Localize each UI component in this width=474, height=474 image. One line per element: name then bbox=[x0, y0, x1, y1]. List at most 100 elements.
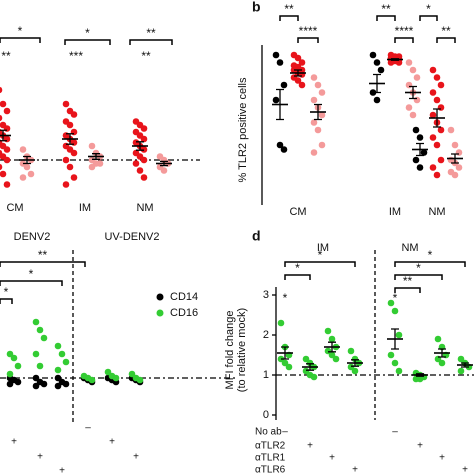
data-point bbox=[429, 89, 437, 96]
data-point bbox=[447, 126, 455, 134]
data-point bbox=[19, 146, 27, 153]
data-point bbox=[405, 81, 413, 89]
data-point bbox=[405, 104, 413, 111]
data-point bbox=[328, 351, 336, 359]
category-label: IM bbox=[389, 206, 401, 218]
row-sign: + bbox=[462, 465, 468, 474]
row-sign: + bbox=[329, 453, 335, 464]
data-point bbox=[36, 362, 44, 370]
error-bar bbox=[451, 153, 459, 164]
data-point bbox=[140, 156, 148, 164]
error-bar bbox=[438, 348, 446, 358]
group-header: UV-DENV2 bbox=[104, 231, 159, 243]
legend-label: CD14 bbox=[170, 291, 198, 303]
row-sign: – bbox=[282, 427, 288, 438]
category-label: CM bbox=[6, 202, 23, 214]
data-point bbox=[32, 318, 40, 326]
data-point bbox=[413, 74, 421, 81]
data-point bbox=[451, 141, 459, 149]
data-point bbox=[433, 141, 441, 149]
data-point bbox=[429, 111, 437, 119]
data-point bbox=[88, 163, 96, 171]
significance-bracket bbox=[279, 15, 299, 21]
data-point bbox=[306, 359, 314, 367]
data-point bbox=[3, 156, 11, 164]
data-point bbox=[433, 74, 441, 81]
data-point bbox=[96, 160, 104, 167]
data-point bbox=[310, 373, 318, 381]
legend-label: CD16 bbox=[170, 307, 198, 319]
error-bar bbox=[306, 363, 314, 371]
data-point bbox=[416, 134, 424, 141]
data-point bbox=[140, 174, 148, 181]
row-sign: + bbox=[109, 437, 115, 448]
data-point bbox=[409, 111, 417, 119]
data-point bbox=[88, 142, 96, 150]
significance-label: * bbox=[295, 261, 300, 275]
data-point bbox=[302, 367, 310, 375]
category-label: NM bbox=[136, 202, 153, 214]
error-bar bbox=[23, 155, 31, 165]
data-point bbox=[280, 146, 288, 153]
data-point bbox=[70, 111, 78, 118]
data-point bbox=[347, 363, 355, 371]
error-bar bbox=[136, 141, 144, 151]
data-point bbox=[332, 355, 340, 363]
data-point bbox=[280, 81, 288, 89]
error-bar bbox=[391, 58, 399, 61]
data-point bbox=[318, 89, 326, 96]
data-point bbox=[27, 170, 35, 178]
data-point bbox=[429, 66, 437, 74]
data-point bbox=[62, 181, 70, 188]
data-point bbox=[455, 149, 463, 156]
data-point bbox=[3, 146, 11, 153]
significance-bracket bbox=[284, 261, 356, 267]
group-header: DENV2 bbox=[14, 231, 51, 243]
panel-letter: b bbox=[252, 0, 261, 15]
data-point bbox=[58, 350, 66, 358]
data-point bbox=[298, 81, 306, 89]
significance-bracket bbox=[297, 37, 319, 43]
data-point bbox=[451, 171, 459, 179]
row-sign: + bbox=[439, 453, 445, 464]
error-bar bbox=[416, 373, 424, 377]
data-point bbox=[294, 77, 302, 84]
significance-bracket bbox=[376, 15, 396, 21]
data-point bbox=[3, 107, 11, 115]
data-point bbox=[373, 96, 381, 104]
data-point bbox=[36, 326, 44, 334]
row-sign: + bbox=[11, 437, 17, 448]
significance-label: **** bbox=[299, 24, 318, 38]
data-point bbox=[395, 331, 403, 339]
data-point bbox=[70, 149, 78, 157]
significance-bracket bbox=[129, 39, 173, 45]
data-point bbox=[0, 114, 3, 122]
data-point bbox=[112, 374, 120, 382]
significance-label: **** bbox=[395, 24, 414, 38]
error-bar bbox=[416, 142, 424, 157]
significance-label: ** bbox=[381, 2, 391, 16]
significance-bracket bbox=[0, 37, 41, 43]
data-point bbox=[294, 54, 302, 62]
data-point bbox=[276, 59, 284, 66]
error-bar bbox=[281, 346, 289, 360]
significance-label: ** bbox=[141, 49, 151, 63]
data-point bbox=[160, 167, 168, 174]
data-point bbox=[298, 59, 306, 66]
row-sign: + bbox=[59, 466, 65, 474]
data-point bbox=[391, 307, 399, 315]
data-point bbox=[437, 104, 445, 111]
data-point bbox=[32, 382, 40, 390]
data-point bbox=[54, 366, 62, 374]
data-point bbox=[302, 355, 310, 363]
error-bar bbox=[276, 88, 284, 121]
significance-bracket bbox=[0, 280, 63, 286]
significance-label: ** bbox=[1, 49, 11, 63]
y-tick-label: 1 bbox=[263, 369, 269, 381]
significance-bracket bbox=[0, 261, 86, 267]
data-point bbox=[104, 368, 112, 376]
data-point bbox=[457, 355, 465, 363]
significance-label: * bbox=[29, 267, 34, 281]
error-bar bbox=[294, 69, 302, 77]
data-point bbox=[433, 96, 441, 104]
